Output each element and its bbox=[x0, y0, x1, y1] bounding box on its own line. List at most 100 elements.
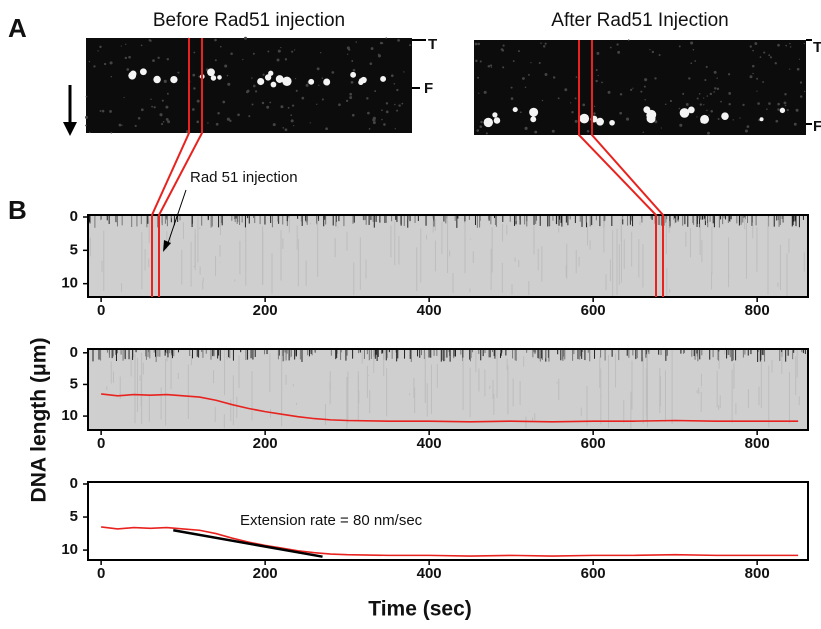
image-noise bbox=[290, 119, 294, 123]
image-noise bbox=[88, 131, 91, 134]
image-noise bbox=[524, 86, 527, 89]
image-noise bbox=[128, 55, 131, 59]
image-noise bbox=[694, 60, 697, 62]
image-noise bbox=[120, 45, 122, 47]
image-noise bbox=[321, 77, 324, 79]
image-noise bbox=[394, 103, 396, 106]
plot-frame bbox=[87, 481, 809, 561]
fluorescent-spot bbox=[530, 116, 537, 123]
image-noise bbox=[166, 57, 170, 61]
image-noise bbox=[226, 117, 230, 121]
image-noise bbox=[276, 58, 280, 62]
image-noise bbox=[540, 42, 542, 44]
image-noise bbox=[696, 116, 698, 118]
image-noise bbox=[301, 96, 305, 100]
image-title: Before Rad51 injection bbox=[153, 10, 345, 31]
x-tick-label: 200 bbox=[253, 565, 278, 582]
image-noise bbox=[619, 111, 623, 115]
image-noise bbox=[383, 123, 386, 126]
image-noise bbox=[739, 117, 741, 119]
image-noise bbox=[538, 61, 541, 65]
image-noise bbox=[642, 131, 645, 133]
image-noise bbox=[318, 84, 320, 86]
image-noise bbox=[177, 71, 180, 74]
x-tick-label: 800 bbox=[745, 565, 770, 582]
image-noise bbox=[393, 83, 396, 85]
image-noise bbox=[121, 124, 123, 127]
image-noise bbox=[582, 103, 586, 107]
image-noise bbox=[795, 108, 799, 112]
image-noise bbox=[669, 99, 673, 103]
image-noise bbox=[728, 92, 732, 95]
fluorescent-spot bbox=[282, 76, 292, 86]
image-noise bbox=[226, 74, 229, 77]
image-noise bbox=[654, 77, 657, 80]
image-title: After Rad51 Injection bbox=[551, 10, 728, 31]
image-noise bbox=[293, 124, 295, 127]
x-tick-label: 400 bbox=[417, 435, 442, 452]
image-noise bbox=[109, 110, 112, 113]
image-noise bbox=[649, 48, 651, 51]
image-noise bbox=[305, 83, 309, 87]
fluorescent-spot bbox=[170, 75, 178, 84]
image-noise bbox=[510, 97, 514, 100]
image-noise bbox=[295, 89, 298, 92]
image-noise bbox=[110, 75, 113, 78]
image-noise bbox=[768, 54, 771, 57]
image-noise bbox=[293, 49, 296, 51]
image-noise bbox=[280, 105, 284, 109]
image-noise bbox=[789, 46, 792, 48]
image-noise bbox=[480, 120, 483, 124]
image-noise bbox=[479, 125, 483, 129]
image-noise bbox=[351, 113, 355, 117]
image-noise bbox=[193, 87, 196, 90]
y-tick-label: 0 bbox=[70, 475, 78, 492]
y-tick-label: 10 bbox=[61, 275, 78, 292]
fluorescent-spot bbox=[512, 107, 518, 113]
microscope-image bbox=[474, 40, 806, 135]
panel-label: A bbox=[8, 13, 27, 43]
image-noise bbox=[123, 96, 125, 99]
image-noise bbox=[196, 99, 200, 103]
image-noise bbox=[294, 77, 297, 80]
fluorescent-spot bbox=[210, 75, 217, 81]
image-noise bbox=[351, 60, 354, 62]
fluorescent-spot bbox=[579, 113, 590, 124]
kymograph-background bbox=[88, 349, 808, 430]
image-noise bbox=[229, 119, 232, 123]
image-noise bbox=[408, 44, 411, 47]
image-noise bbox=[338, 103, 341, 107]
image-noise bbox=[714, 87, 717, 90]
fluorescent-spot bbox=[700, 118, 706, 124]
image-noise bbox=[609, 46, 612, 49]
fluorescent-spot bbox=[268, 70, 274, 76]
image-noise bbox=[479, 60, 482, 63]
image-noise bbox=[754, 42, 758, 45]
image-noise bbox=[552, 76, 556, 79]
image-noise bbox=[732, 119, 734, 121]
fluorescent-spot bbox=[779, 107, 786, 114]
image-noise bbox=[708, 114, 710, 116]
fluorescent-spot bbox=[492, 112, 498, 118]
image-noise bbox=[744, 129, 748, 133]
image-noise bbox=[243, 36, 248, 40]
image-noise bbox=[757, 102, 760, 105]
image-noise bbox=[350, 80, 354, 84]
image-noise bbox=[713, 70, 717, 74]
image-noise bbox=[528, 73, 530, 76]
image-noise bbox=[162, 120, 165, 123]
image-noise bbox=[222, 100, 226, 104]
image-noise bbox=[799, 81, 803, 84]
image-noise bbox=[477, 76, 480, 79]
image-noise bbox=[595, 79, 598, 83]
image-noise bbox=[644, 78, 648, 82]
image-noise bbox=[251, 77, 253, 79]
x-axis-label: Time (sec) bbox=[368, 598, 472, 621]
image-noise bbox=[752, 49, 754, 52]
image-noise bbox=[571, 111, 574, 114]
fluorescent-spot bbox=[207, 68, 215, 77]
image-noise bbox=[242, 58, 244, 61]
image-noise bbox=[768, 102, 771, 105]
image-noise bbox=[551, 129, 555, 133]
y-tick-label: 10 bbox=[61, 541, 78, 558]
